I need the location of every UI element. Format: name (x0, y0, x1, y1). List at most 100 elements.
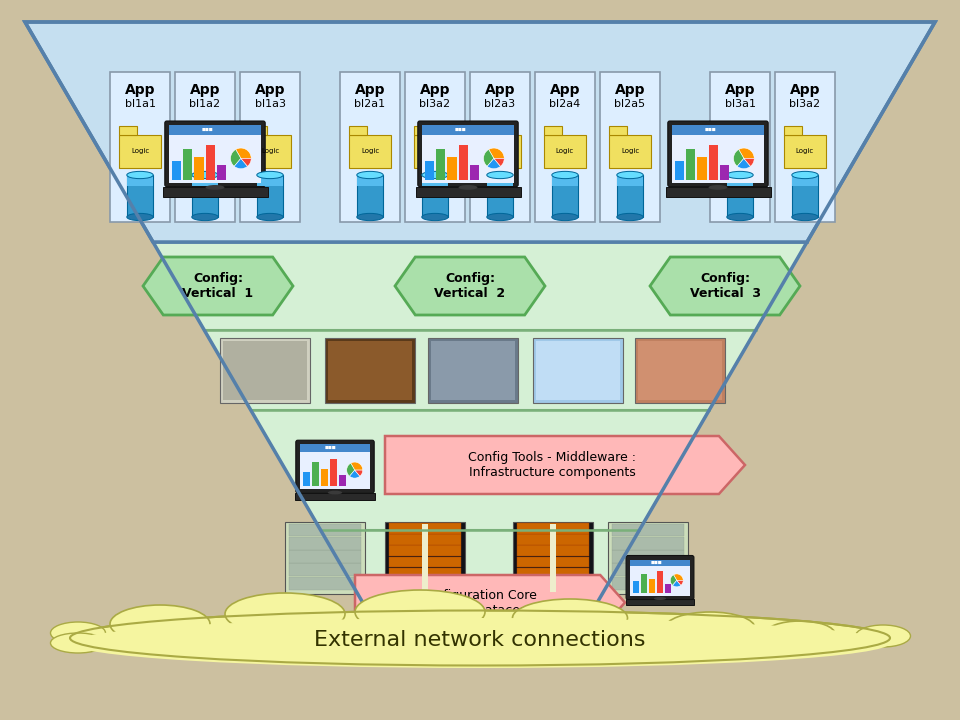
Bar (127, 175, 154, 217)
FancyBboxPatch shape (289, 537, 361, 549)
Bar (295, 492, 375, 500)
Bar (640, 343, 720, 397)
FancyBboxPatch shape (612, 563, 684, 576)
FancyBboxPatch shape (405, 72, 465, 222)
Wedge shape (349, 470, 360, 478)
Bar (424, 161, 434, 179)
FancyBboxPatch shape (431, 341, 515, 400)
Polygon shape (204, 330, 756, 410)
Ellipse shape (355, 590, 485, 634)
Text: App: App (790, 83, 820, 97)
FancyBboxPatch shape (535, 72, 595, 222)
Text: Logic: Logic (426, 148, 444, 155)
Bar (357, 175, 383, 217)
FancyBboxPatch shape (389, 534, 461, 545)
FancyBboxPatch shape (418, 121, 518, 186)
Ellipse shape (487, 213, 514, 220)
Text: Logic: Logic (556, 148, 574, 155)
Bar (630, 559, 690, 595)
Ellipse shape (513, 599, 628, 637)
Polygon shape (251, 410, 709, 530)
Bar (697, 158, 707, 179)
FancyBboxPatch shape (325, 338, 415, 402)
Bar (127, 175, 154, 186)
Bar (257, 175, 283, 186)
Polygon shape (385, 436, 745, 494)
Text: App: App (614, 83, 645, 97)
Bar (487, 175, 514, 217)
Wedge shape (674, 574, 684, 580)
Text: App: App (355, 83, 385, 97)
FancyBboxPatch shape (626, 556, 694, 600)
FancyBboxPatch shape (517, 545, 589, 556)
Bar (349, 135, 391, 168)
Bar (708, 145, 718, 179)
FancyBboxPatch shape (389, 579, 461, 590)
FancyBboxPatch shape (296, 440, 374, 492)
Bar (433, 343, 513, 397)
Text: ■■■: ■■■ (454, 128, 466, 132)
Bar (686, 149, 695, 179)
FancyBboxPatch shape (517, 534, 589, 545)
Text: Logic: Logic (131, 148, 149, 155)
Text: bl1a1: bl1a1 (125, 99, 156, 109)
Bar (544, 126, 562, 135)
Wedge shape (670, 575, 677, 585)
Bar (249, 126, 267, 135)
Ellipse shape (127, 213, 154, 220)
Bar (330, 343, 410, 397)
FancyBboxPatch shape (612, 550, 684, 563)
Text: App: App (725, 83, 756, 97)
Wedge shape (234, 158, 248, 168)
Text: ■■■: ■■■ (324, 446, 336, 450)
Ellipse shape (459, 185, 477, 190)
Bar (357, 175, 383, 186)
FancyBboxPatch shape (612, 537, 684, 549)
FancyBboxPatch shape (513, 521, 593, 593)
Bar (421, 125, 515, 183)
FancyBboxPatch shape (517, 567, 589, 578)
Ellipse shape (487, 171, 514, 179)
Text: App: App (550, 83, 580, 97)
Bar (609, 135, 651, 168)
Text: bl2a4: bl2a4 (549, 99, 581, 109)
FancyBboxPatch shape (533, 338, 623, 402)
Bar (421, 125, 515, 135)
Bar (225, 343, 305, 397)
Text: Config:
Vertical  2: Config: Vertical 2 (435, 272, 506, 300)
FancyBboxPatch shape (608, 521, 688, 593)
Bar (459, 145, 468, 179)
FancyBboxPatch shape (389, 545, 461, 556)
Text: bl2a5: bl2a5 (614, 99, 645, 109)
Bar (469, 166, 479, 179)
FancyBboxPatch shape (240, 72, 300, 222)
Bar (184, 135, 226, 168)
Ellipse shape (552, 213, 578, 220)
Bar (538, 343, 618, 397)
Text: bl3a1: bl3a1 (725, 99, 756, 109)
Bar (665, 584, 671, 593)
Text: Logic: Logic (491, 148, 509, 155)
Wedge shape (241, 158, 252, 166)
Bar (649, 579, 655, 593)
Bar (616, 175, 643, 217)
Ellipse shape (70, 618, 890, 668)
Bar (257, 175, 283, 217)
Text: Logic: Logic (196, 148, 214, 155)
FancyBboxPatch shape (328, 341, 412, 400)
Ellipse shape (552, 171, 578, 179)
Wedge shape (350, 462, 363, 470)
Wedge shape (347, 463, 354, 476)
Text: ■■■: ■■■ (202, 128, 213, 132)
FancyBboxPatch shape (550, 523, 556, 592)
Bar (719, 135, 761, 168)
Ellipse shape (792, 213, 818, 220)
Bar (162, 187, 268, 197)
Ellipse shape (357, 171, 383, 179)
Bar (665, 187, 771, 197)
FancyBboxPatch shape (612, 523, 684, 536)
Polygon shape (25, 22, 935, 242)
Bar (302, 472, 310, 486)
Bar (183, 149, 192, 179)
FancyBboxPatch shape (110, 72, 170, 222)
